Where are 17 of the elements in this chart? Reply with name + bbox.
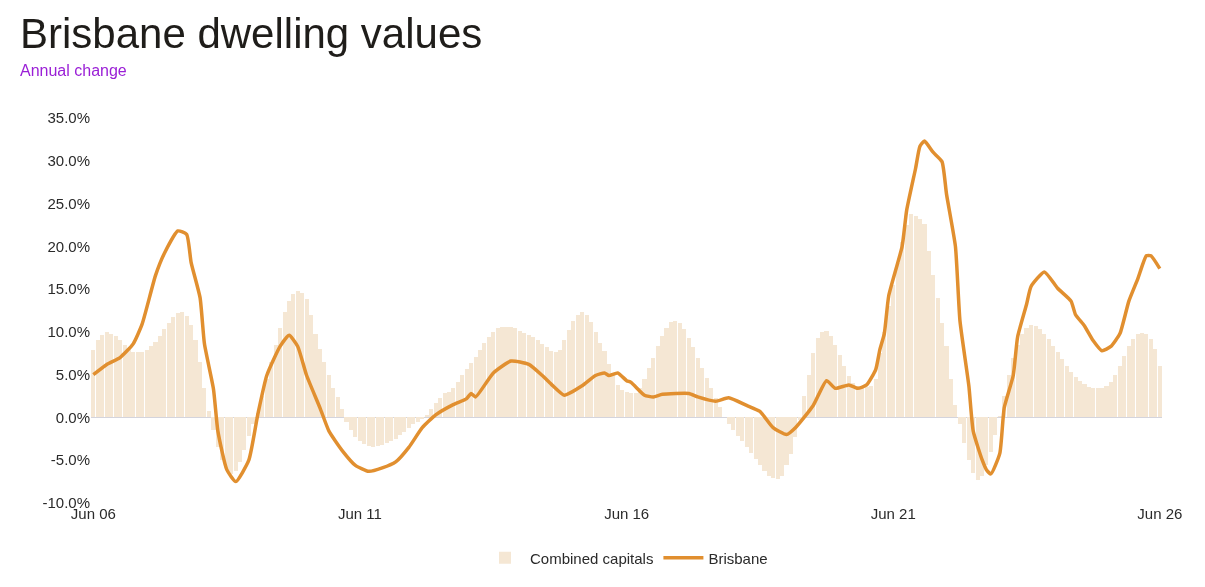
y-tick-label: 0.0%	[55, 408, 90, 426]
y-tick-label: 30.0%	[47, 152, 90, 170]
chart-subtitle: Annual change	[20, 62, 128, 80]
x-tick-label: Jun 21	[870, 505, 916, 522]
chart-title: Brisbane dwelling values	[20, 10, 483, 58]
y-tick-label: -5.0%	[50, 451, 90, 469]
x-tick-label: Jun 11	[337, 505, 382, 522]
legend-label: Brisbane	[708, 549, 768, 567]
y-tick-label: 20.0%	[47, 237, 90, 255]
y-tick-label: 15.0%	[47, 280, 90, 298]
x-tick-label: Jun 26	[1137, 505, 1183, 522]
y-tick-label: 10.0%	[47, 323, 90, 341]
legend-label: Combined capitals	[530, 549, 654, 567]
x-tick-label: Jun 16	[604, 505, 650, 522]
y-tick-label: 25.0%	[47, 194, 90, 212]
y-tick-label: 5.0%	[55, 365, 90, 383]
y-tick-label: 35.0%	[47, 109, 90, 127]
